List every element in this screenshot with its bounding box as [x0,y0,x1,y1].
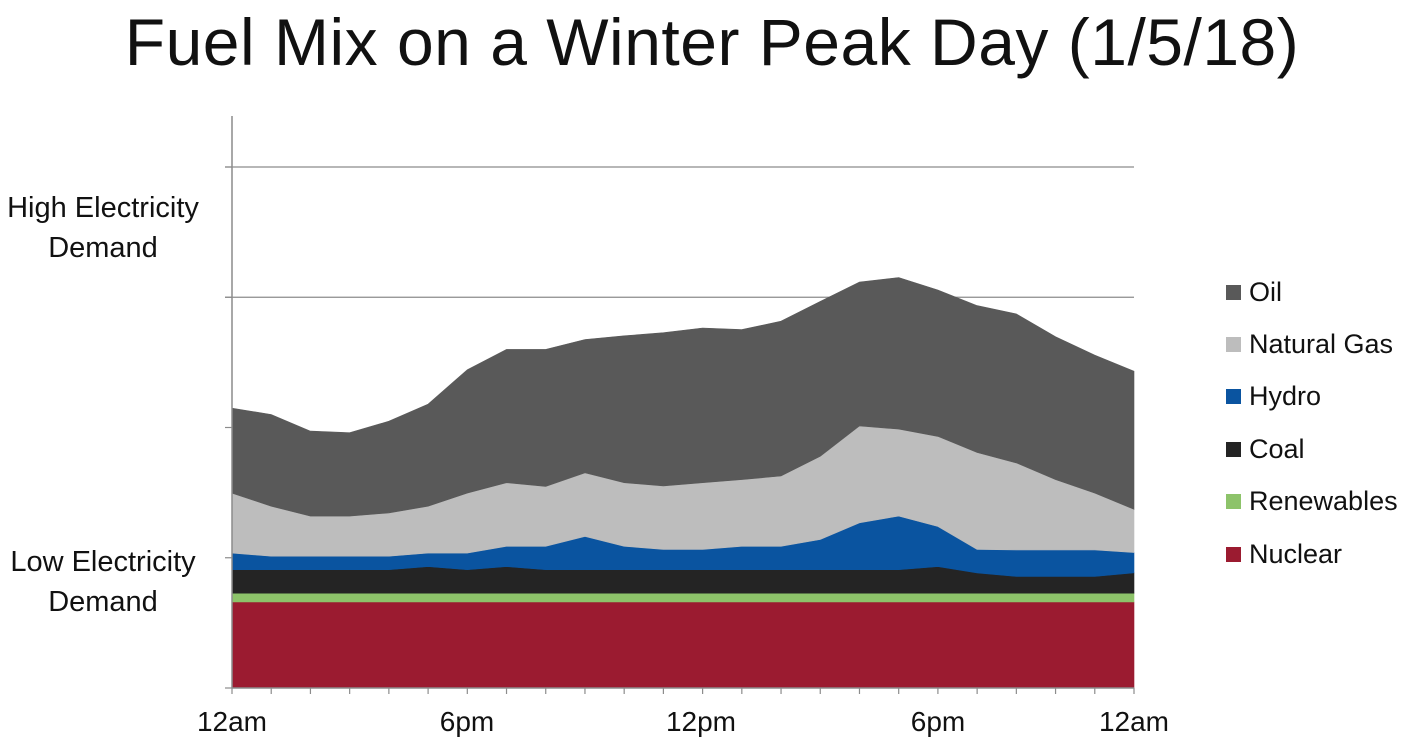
y-label-low-line1: Low Electricity [10,546,196,578]
chart-title: Fuel Mix on a Winter Peak Day (1/5/18) [124,5,1300,79]
legend-item-coal: Coal [1226,423,1422,475]
legend-label-hydro: Hydro [1249,381,1322,412]
y-label-high: High Electricity Demand [0,188,213,268]
legend-item-nuclear: Nuclear [1226,528,1422,580]
y-label-low-line2: Demand [48,586,158,618]
legend-item-renewables: Renewables [1226,476,1422,528]
area-renewables [231,592,1135,603]
y-label-low: Low Electricity Demand [0,542,213,622]
legend-swatch-nuclear [1226,546,1241,562]
legend-label-natural-gas: Natural Gas [1249,329,1394,360]
x-tick-label-1: 6pm [440,706,494,737]
legend-swatch-natural-gas [1226,337,1241,353]
x-tick-label-3: 6pm [911,706,965,737]
legend-label-oil: Oil [1249,276,1282,307]
legend-swatch-coal [1226,441,1241,457]
legend-item-oil: Oil [1226,266,1422,318]
y-label-high-line1: High Electricity [7,192,199,224]
y-label-high-line2: Demand [48,232,158,264]
legend-item-natural-gas: Natural Gas [1226,318,1422,370]
legend: Oil Natural Gas Hydro Coal Renewables Nuclear [1226,266,1422,580]
legend-label-nuclear: Nuclear [1249,538,1343,569]
x-tick-label-2: 12pm [666,706,736,737]
legend-swatch-oil [1226,284,1241,300]
x-tick-label-4: 12am [1099,706,1169,737]
legend-label-coal: Coal [1249,433,1305,464]
legend-label-renewables: Renewables [1249,486,1398,517]
legend-swatch-hydro [1226,389,1241,405]
area-oil [231,277,1135,517]
legend-item-hydro: Hydro [1226,371,1422,423]
x-tick-label-0: 12am [197,706,267,737]
area-nuclear [231,601,1135,689]
legend-swatch-renewables [1226,494,1241,510]
